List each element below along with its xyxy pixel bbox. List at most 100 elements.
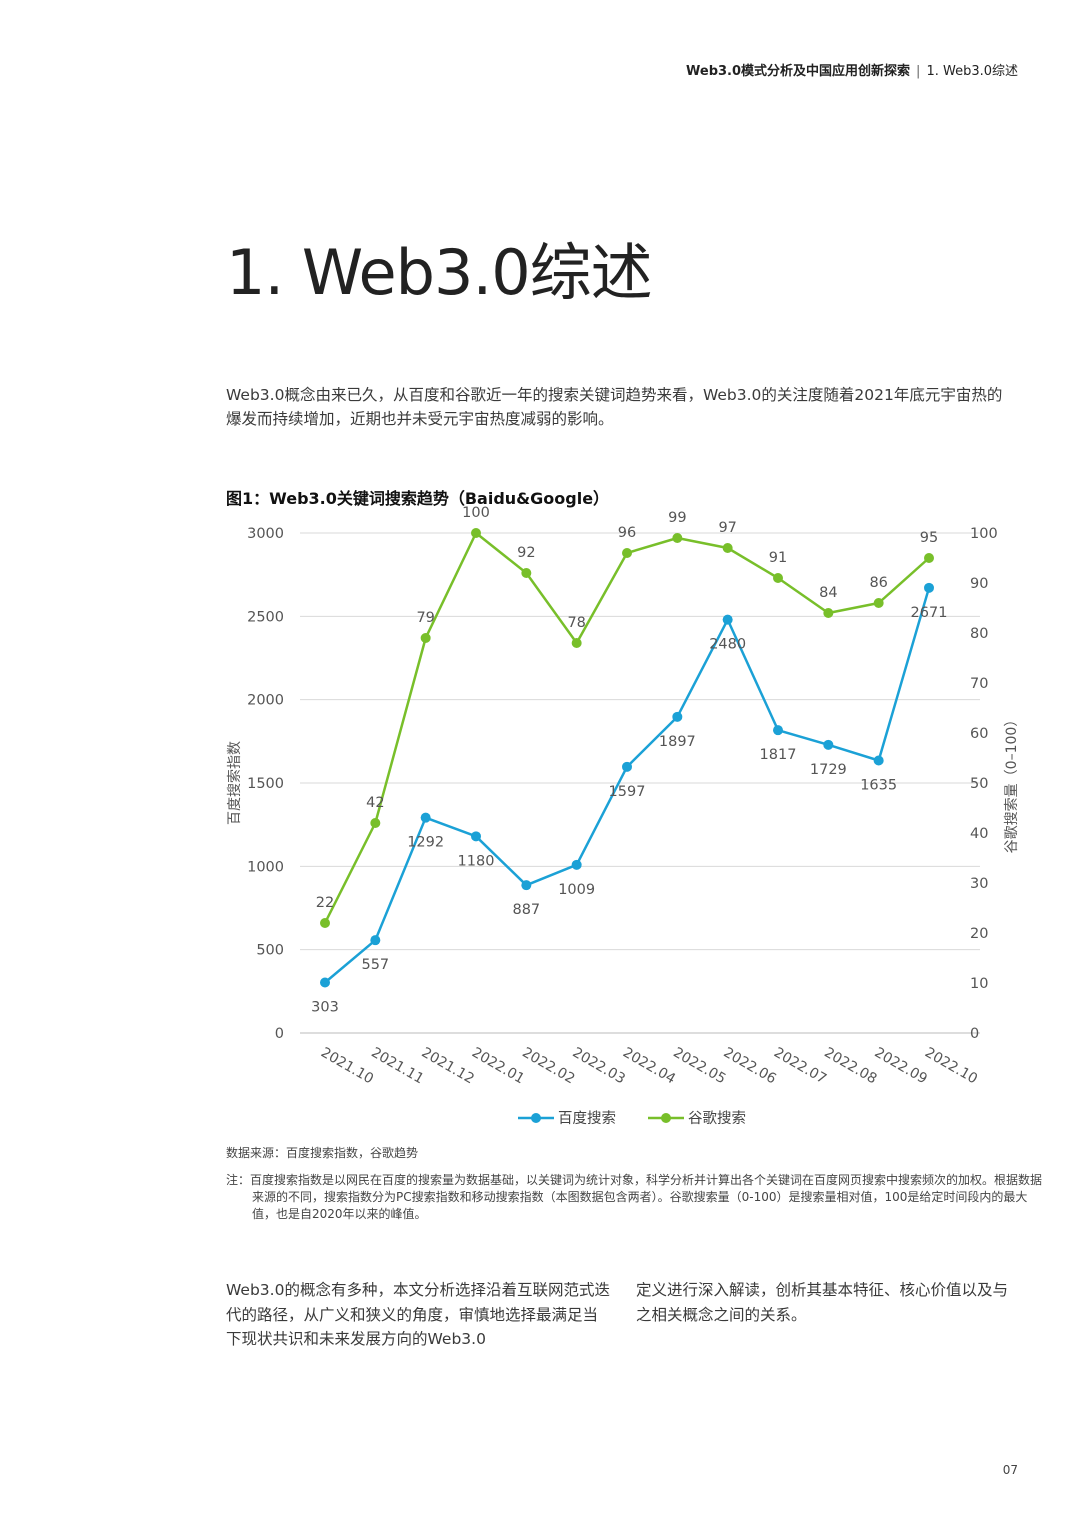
y-tick-label: 3000: [247, 526, 284, 542]
x-tick-label: 2022.02: [519, 1045, 577, 1088]
x-tick-label: 2022.04: [620, 1045, 678, 1088]
data-point: [370, 818, 381, 828]
data-point: [370, 935, 381, 946]
y2-tick-label: 0: [970, 1026, 979, 1042]
data-point: [823, 739, 834, 750]
x-tick-label: 2022.08: [821, 1045, 879, 1088]
data-source: 数据来源：百度搜索指数，谷歌趋势: [226, 1146, 419, 1160]
data-label: 22: [316, 895, 334, 911]
data-label: 1292: [407, 835, 444, 851]
data-label: 2671: [911, 605, 948, 621]
legend-marker: [531, 1113, 541, 1123]
search-trend-chart: 0 500 1000 1500 2000 2500 3000 0 10 20 30 40 50 60 70 8…: [226, 505, 1020, 1127]
data-label: 78: [567, 615, 585, 631]
data-point: [823, 608, 834, 618]
x-tick-label: 2021.11: [368, 1045, 426, 1088]
y-tick-label: 2000: [247, 693, 284, 709]
y2-tick-label: 80: [970, 626, 988, 642]
data-point: [672, 711, 683, 722]
data-point: [571, 638, 582, 648]
data-label: 1635: [860, 778, 897, 794]
data-label: 86: [869, 575, 887, 591]
data-point: [672, 533, 683, 543]
data-point: [320, 977, 330, 988]
series-line-google: [323, 531, 930, 924]
data-label: 557: [361, 957, 389, 973]
y2-tick-label: 100: [970, 526, 998, 542]
figure-title: 图1：Web3.0关键词搜索趋势（Baidu&Google）: [226, 489, 610, 508]
x-tick-label: 2022.05: [670, 1045, 728, 1088]
data-point: [622, 761, 632, 772]
data-label: 84: [819, 585, 837, 601]
y2-axis-title: 谷歌搜索量（0–100）: [1003, 713, 1020, 854]
data-point: [773, 725, 783, 736]
x-tick-label: 2022.10: [922, 1045, 980, 1088]
data-label: 303: [311, 1000, 339, 1016]
y2-tick-label: 40: [970, 826, 988, 842]
data-point: [471, 528, 481, 538]
x-tick-label: 2022.07: [771, 1045, 829, 1088]
data-label: 100: [462, 505, 490, 521]
data-label: 1897: [659, 734, 696, 750]
y2-tick-label: 60: [970, 726, 988, 742]
data-label: 92: [517, 545, 535, 561]
y-tick-label: 1000: [247, 859, 284, 875]
chart-note: 注：百度搜索指数是以网民在百度的搜索量为数据基础，以关键词为统计对象，科学分析并…: [226, 1173, 1043, 1221]
data-point: [722, 543, 733, 553]
data-label: 887: [512, 902, 540, 918]
data-point: [722, 614, 733, 625]
data-point: [924, 582, 934, 593]
data-point: [420, 633, 431, 643]
data-label: 1729: [810, 762, 847, 778]
body-paragraph-right: 定义进行深入解读，创析其基本特征、核心价值以及与之相关概念之间的关系。: [636, 1281, 1009, 1324]
data-label: 1817: [760, 747, 797, 763]
data-label: 79: [416, 610, 434, 626]
y2-tick-label: 90: [970, 576, 988, 592]
data-point: [873, 598, 884, 608]
data-point: [521, 568, 532, 578]
page-number: 07: [1002, 1463, 1018, 1477]
data-label: 91: [769, 550, 787, 566]
data-point: [873, 755, 884, 766]
y-tick-label: 500: [256, 943, 284, 959]
section-title: 1. Web3.0综述: [226, 236, 653, 309]
y2-tick-label: 30: [970, 876, 988, 892]
data-point: [924, 553, 934, 563]
x-tick-label: 2022.09: [872, 1045, 930, 1088]
data-label: 2480: [709, 637, 746, 653]
data-point: [571, 859, 582, 870]
header-separator: |: [916, 64, 921, 79]
data-label: 42: [366, 795, 384, 811]
legend-label: 谷歌搜索: [688, 1110, 746, 1127]
data-label: 95: [920, 530, 938, 546]
y-tick-label: 2500: [247, 609, 284, 625]
x-tick-label: 2021.12: [419, 1045, 477, 1088]
y2-tick-label: 70: [970, 676, 988, 692]
data-label: 1180: [458, 853, 495, 869]
y-axis-title: 百度搜索指数: [226, 741, 243, 825]
data-label: 96: [618, 525, 636, 541]
data-point: [521, 880, 532, 891]
header-section: 1. Web3.0综述: [926, 64, 1018, 79]
data-point: [420, 812, 431, 823]
x-tick-label: 2022.03: [570, 1045, 628, 1088]
running-header: Web3.0模式分析及中国应用创新探索 | 1. Web3.0综述: [686, 60, 1018, 79]
legend-label: 百度搜索: [558, 1110, 616, 1127]
data-point: [471, 831, 481, 842]
x-tick-label: 2021.10: [318, 1045, 376, 1088]
legend-marker: [661, 1113, 671, 1123]
data-label: 99: [668, 510, 686, 526]
body-paragraph-left: Web3.0的概念有多种，本文分析选择沿着互联网范式迭代的路径，从广义和狭义的角…: [226, 1281, 610, 1348]
report-title: Web3.0模式分析及中国应用创新探索: [686, 64, 911, 79]
y2-tick-label: 20: [970, 926, 988, 942]
data-label: 97: [718, 520, 736, 536]
x-tick-label: 2022.06: [721, 1045, 779, 1088]
x-tick-label: 2022.01: [469, 1045, 527, 1088]
data-point: [320, 918, 330, 928]
data-point: [622, 548, 632, 558]
data-label: 1597: [609, 784, 646, 800]
data-label: 1009: [558, 882, 595, 898]
y-tick-label: 0: [275, 1026, 284, 1042]
y2-tick-label: 50: [970, 776, 988, 792]
y-tick-label: 1500: [247, 776, 284, 792]
